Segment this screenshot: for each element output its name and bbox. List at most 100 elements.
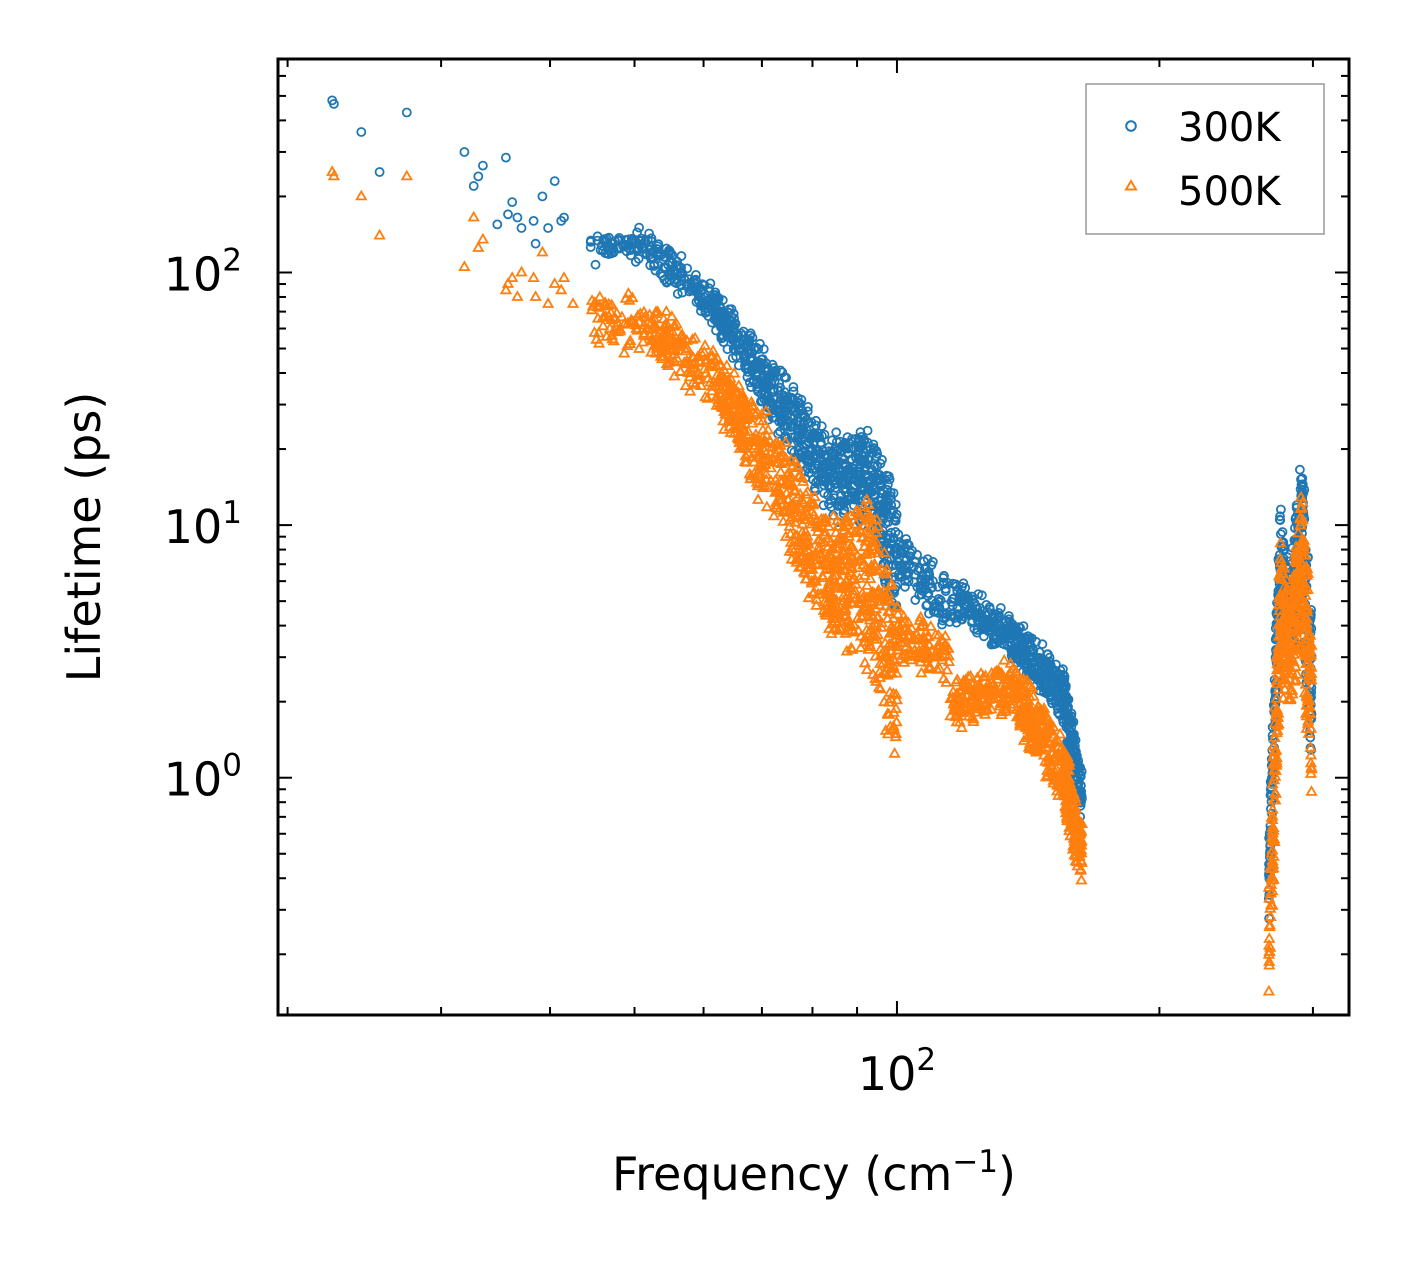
point-300k [691,297,702,307]
point-300k [939,570,949,581]
point-500k [639,310,652,322]
point-500k [955,683,968,694]
point-500k [863,638,876,650]
point-500k [777,515,790,526]
point-500k [847,572,860,583]
legend: 300K 500K [1085,83,1325,235]
point-300k [952,602,963,613]
point-500k [799,487,813,499]
point-300k [585,236,596,247]
point-500k [1299,603,1313,614]
point-500k [753,448,767,460]
point-500k [1074,863,1087,875]
point-500k [756,481,770,493]
point-500k [732,411,745,423]
point-500k [1031,700,1045,712]
point-500k [942,641,955,653]
point-500k [1299,548,1312,560]
point-500k [1266,757,1280,769]
point-500k [847,625,861,637]
point-500k [806,587,820,599]
point-500k [1270,756,1283,768]
point-500k [772,483,785,495]
point-300k [1004,611,1014,621]
point-300k [902,569,913,580]
point-300k [1277,527,1288,537]
point-500k [1302,669,1316,680]
point-300k [1007,629,1018,639]
point-500k [1069,854,1082,866]
point-300k [992,618,1002,628]
point-300k [878,498,889,509]
point-300k [356,127,367,137]
point-500k [985,702,998,714]
point-500k [355,189,368,201]
point-300k [967,591,978,602]
point-300k [646,253,656,264]
point-500k [845,560,858,571]
point-300k [736,335,747,346]
point-500k [1072,850,1086,862]
point-500k [782,466,795,478]
point-500k [1300,560,1313,571]
point-300k [620,235,631,245]
point-500k [913,614,926,625]
point-500k [854,552,867,564]
point-500k [1072,845,1085,856]
point-500k [608,311,622,322]
point-500k [848,584,861,595]
point-500k [1065,792,1078,804]
point-300k [473,171,484,182]
point-300k [775,426,785,437]
point-500k [833,534,846,545]
point-500k [1276,633,1289,645]
point-300k [831,460,841,471]
point-500k [828,568,842,580]
point-500k [668,369,681,381]
point-300k [1063,702,1073,712]
point-500k [527,271,540,283]
point-500k [852,506,866,518]
point-300k [492,219,503,230]
point-300k [851,453,861,464]
point-500k [1302,640,1316,652]
point-500k [837,539,850,551]
point-500k [936,653,949,665]
point-500k [848,526,861,537]
point-500k [820,559,833,570]
point-300k [775,382,786,393]
point-500k [599,309,612,321]
point-300k [645,249,655,260]
point-500k [1270,704,1283,716]
point-500k [782,478,795,490]
point-500k [767,509,781,521]
point-500k [1058,765,1072,777]
point-500k [1300,709,1313,721]
point-300k [401,107,412,118]
point-300k [773,385,783,396]
point-500k [815,512,828,524]
point-500k [1285,651,1298,663]
point-300k [724,304,735,315]
point-500k [555,283,568,295]
point-300k [713,309,724,320]
point-300k [1065,729,1076,740]
point-300k [967,594,978,605]
point-500k [1041,764,1054,775]
point-500k [841,588,854,600]
point-500k [688,331,702,343]
point-300k [937,615,948,626]
point-500k [649,319,662,331]
point-500k [831,514,844,525]
point-500k [829,622,842,634]
point-300k [789,447,800,458]
point-500k [891,643,904,655]
point-300k [884,512,895,522]
point-300k [748,355,758,366]
point-300k [788,382,799,392]
point-500k [724,378,737,390]
y-tick-label-base: 10 [164,753,223,807]
point-500k [1266,809,1279,821]
point-300k [1016,632,1026,643]
